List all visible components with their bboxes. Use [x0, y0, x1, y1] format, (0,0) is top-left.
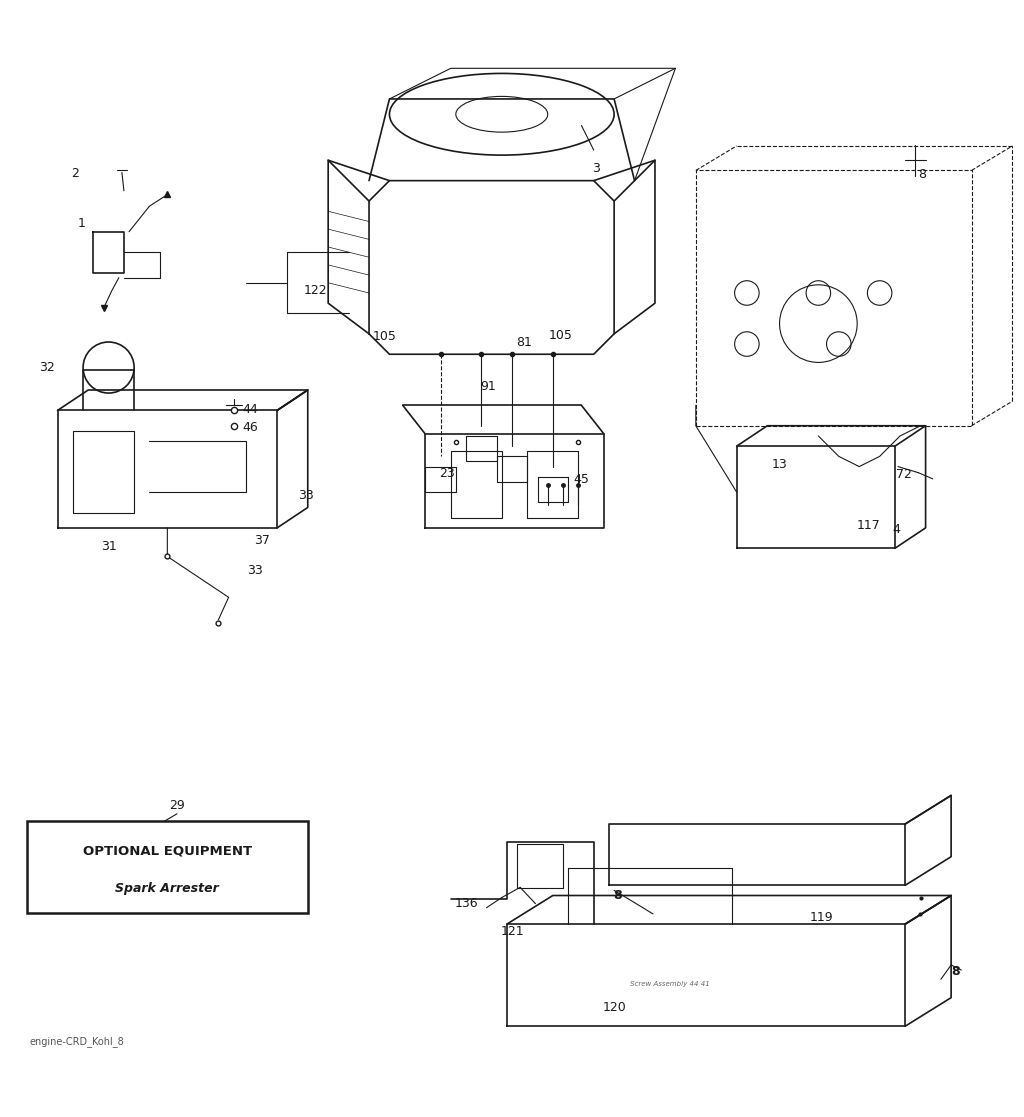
Text: 44: 44 [243, 403, 258, 416]
Text: engine-CRD_Kohl_8: engine-CRD_Kohl_8 [30, 1035, 125, 1047]
Text: 32: 32 [40, 361, 55, 374]
Text: Spark Arrester: Spark Arrester [116, 882, 219, 896]
Text: 4: 4 [892, 524, 900, 536]
Text: 117: 117 [856, 519, 881, 533]
Text: 13: 13 [772, 458, 787, 471]
FancyBboxPatch shape [27, 821, 308, 913]
Text: 1: 1 [78, 217, 86, 230]
Text: 105: 105 [373, 331, 396, 343]
Text: 45: 45 [573, 474, 590, 486]
Text: OPTIONAL EQUIPMENT: OPTIONAL EQUIPMENT [83, 844, 252, 858]
Text: 136: 136 [455, 897, 478, 910]
Text: 8: 8 [951, 965, 959, 977]
Text: 3: 3 [592, 162, 600, 175]
Text: 8: 8 [919, 168, 927, 181]
Text: 23: 23 [438, 467, 455, 480]
Text: 2: 2 [71, 168, 79, 180]
Text: 119: 119 [810, 911, 834, 925]
Text: 121: 121 [500, 925, 524, 938]
Text: 105: 105 [549, 330, 573, 343]
Text: 33: 33 [298, 488, 313, 502]
Text: 33: 33 [247, 564, 262, 577]
Text: 122: 122 [304, 285, 328, 297]
Text: 29: 29 [169, 799, 185, 812]
Text: Screw Assembly 44 41: Screw Assembly 44 41 [631, 982, 711, 987]
Text: 91: 91 [480, 381, 497, 393]
Text: 46: 46 [243, 421, 258, 435]
Text: 31: 31 [100, 540, 117, 553]
Text: 37: 37 [254, 534, 269, 546]
Text: 72: 72 [896, 468, 912, 481]
Text: 120: 120 [602, 1001, 626, 1014]
Text: 81: 81 [516, 335, 532, 349]
Text: 8: 8 [613, 889, 622, 903]
